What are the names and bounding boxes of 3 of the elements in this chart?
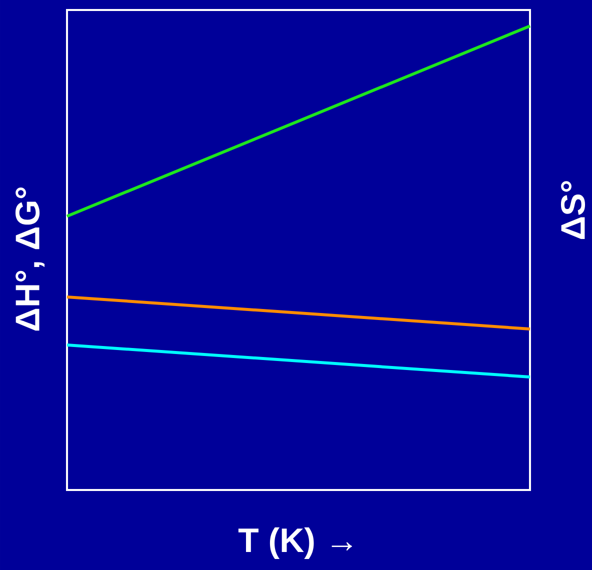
y-axis-title: ΔH°, ΔG°: [16, 187, 45, 331]
y2-axis-title: ΔS°: [560, 181, 586, 239]
x-axis-title: T (K) →: [238, 527, 352, 560]
